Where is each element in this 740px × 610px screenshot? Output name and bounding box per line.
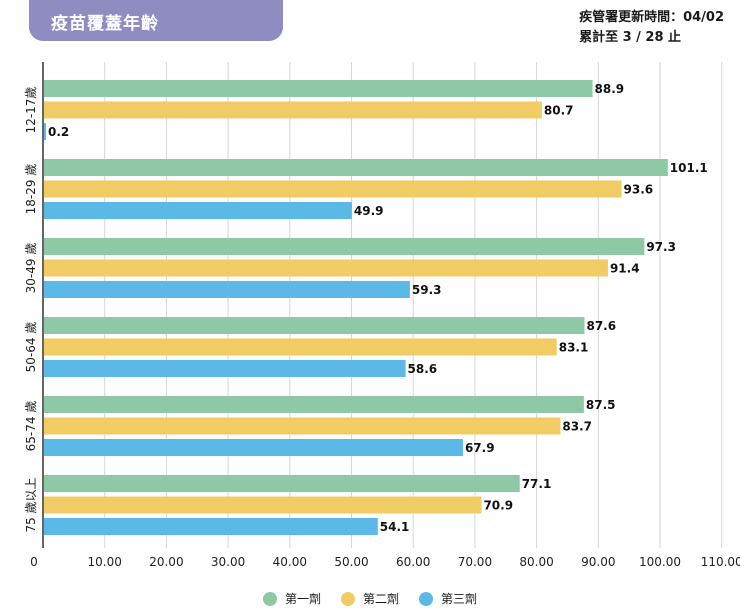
legend: 第一劑 第二劑 第三劑 — [0, 590, 740, 607]
x-tick-label: 50.00 — [334, 555, 368, 569]
bar-2 — [44, 338, 557, 356]
legend-dot-dose2 — [340, 591, 355, 606]
data-label: 87.6 — [586, 319, 616, 333]
x-tick-label: 0 — [30, 555, 38, 569]
bar-1 — [44, 396, 584, 413]
x-tick-label: 100.00 — [639, 555, 681, 569]
update-note: 疾管署更新時間：04/02 累計至 3 / 28 止 — [579, 8, 724, 48]
bar-2 — [44, 180, 622, 198]
data-label: 91.4 — [610, 262, 640, 276]
bar-2 — [44, 259, 608, 277]
x-tick-label: 20.00 — [149, 555, 183, 569]
bar-1 — [44, 475, 520, 492]
bar-1 — [44, 159, 668, 176]
data-label: 88.9 — [595, 82, 625, 96]
data-label: 67.9 — [465, 441, 495, 455]
data-label: 101.1 — [670, 161, 708, 175]
x-tick-label: 80.00 — [519, 555, 553, 569]
bar-3 — [44, 439, 463, 456]
data-label: 59.3 — [412, 283, 442, 297]
bar-3 — [44, 518, 378, 535]
x-tick-label: 10.00 — [88, 555, 122, 569]
cumulative-date: 累計至 3 / 28 止 — [579, 30, 682, 45]
bar-3 — [44, 202, 352, 219]
x-tick-label: 70.00 — [458, 555, 492, 569]
data-label: 80.7 — [544, 104, 574, 118]
x-tick-label: 60.00 — [396, 555, 430, 569]
legend-dot-dose1 — [262, 591, 277, 606]
data-label: 83.1 — [559, 341, 589, 355]
category-label: 50-64 歲 — [24, 322, 38, 373]
bar-1 — [44, 80, 593, 97]
chart-title: 疫苗覆蓋年齡 — [51, 14, 159, 34]
legend-item-dose2: 第二劑 — [340, 590, 399, 607]
bar-2 — [44, 101, 542, 119]
bar-3 — [44, 123, 46, 140]
data-label: 93.6 — [624, 183, 654, 197]
x-tick-label: 40.00 — [273, 555, 307, 569]
update-time: 疾管署更新時間：04/02 — [579, 10, 724, 25]
data-label: 87.5 — [586, 398, 616, 412]
x-tick-label: 90.00 — [581, 555, 615, 569]
x-tick-label: 30.00 — [211, 555, 245, 569]
legend-item-dose1: 第一劑 — [262, 590, 321, 607]
data-label: 77.1 — [522, 477, 552, 491]
category-label: 12-17歲 — [24, 87, 38, 134]
bar-3 — [44, 281, 410, 298]
x-tick-label: 110.00 — [701, 555, 740, 569]
legend-dot-dose3 — [419, 591, 433, 606]
data-label: 58.6 — [408, 362, 438, 376]
legend-label-dose2: 第二劑 — [362, 592, 399, 606]
bar-1 — [44, 317, 585, 334]
category-label: 65-74 歲 — [24, 401, 38, 452]
category-label: 30-49 歲 — [24, 243, 38, 294]
data-label: 49.9 — [354, 204, 384, 218]
legend-label-dose1: 第一劑 — [284, 592, 321, 606]
bar-1 — [44, 238, 645, 255]
category-label: 18-29 歲 — [24, 164, 38, 215]
data-label: 83.7 — [562, 420, 592, 434]
data-label: 0.2 — [48, 125, 69, 139]
bar-chart: 0 10.00 20.00 30.00 40.00 50.00 60.00 70.00 80.0… — [24, 62, 740, 569]
data-label: 54.1 — [380, 520, 410, 534]
category-label: 75 歲以上 — [24, 477, 38, 532]
bar-2 — [44, 496, 482, 514]
chart-title-banner: 疫苗覆蓋年齡 — [29, 0, 283, 41]
bar-3 — [44, 360, 406, 377]
legend-item-dose3: 第三劑 — [419, 590, 477, 607]
legend-label-dose3: 第三劑 — [441, 592, 478, 606]
data-label: 70.9 — [483, 499, 513, 513]
bar-2 — [44, 417, 561, 435]
data-label: 97.3 — [646, 240, 676, 254]
